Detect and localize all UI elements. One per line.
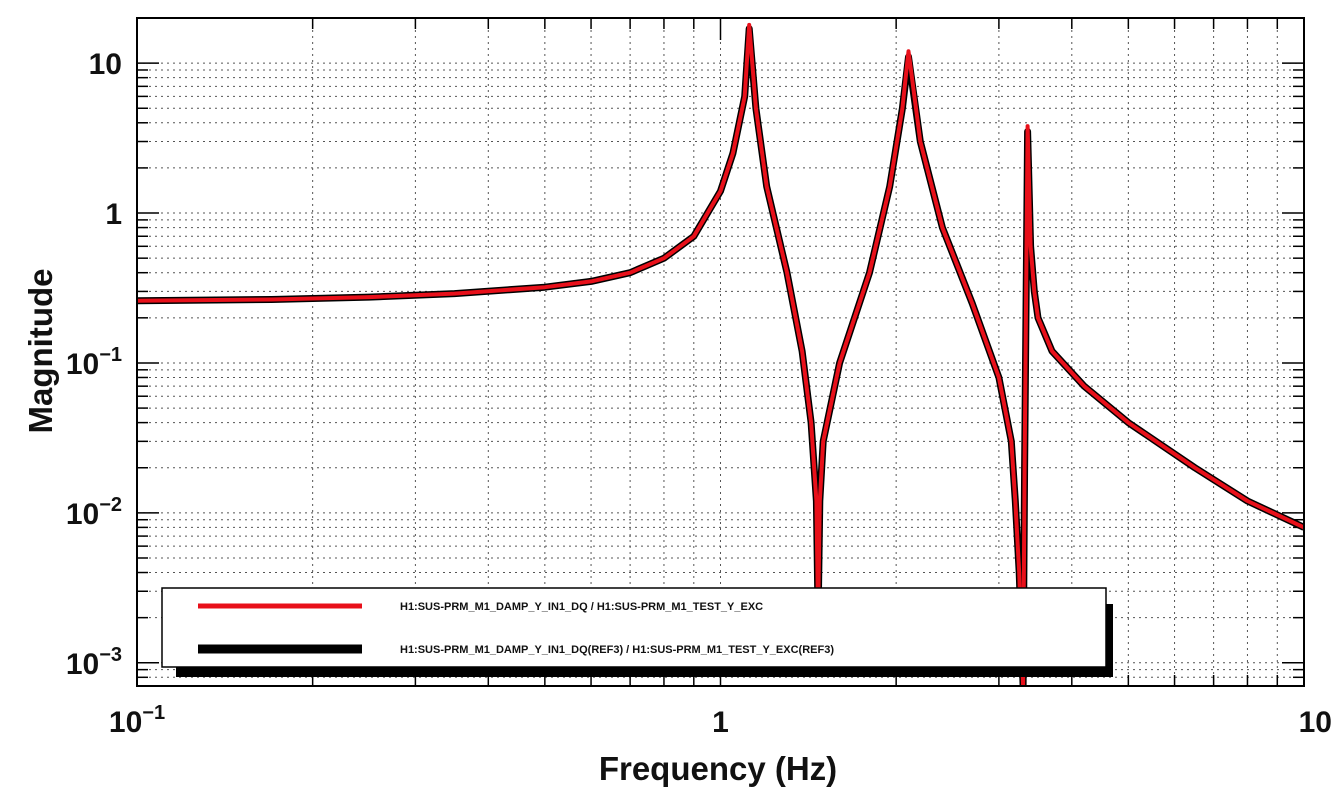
x-tick-label: 10 <box>1299 706 1332 739</box>
y-tick-label: 10−3 <box>66 644 122 681</box>
y-tick-label: 10−1 <box>66 344 122 381</box>
series-lines <box>137 22 1304 686</box>
plot-frame <box>136 17 1305 687</box>
legend-box <box>161 587 1107 668</box>
x-tick-label: 1 <box>712 706 729 739</box>
legend-label-0: H1:SUS-PRM_M1_DAMP_Y_IN1_DQ / H1:SUS-PRM… <box>400 601 763 613</box>
x-axis-title: Frequency (Hz) <box>599 750 837 787</box>
series-line-0 <box>137 22 1304 686</box>
x-tick-label: 10−1 <box>109 702 165 739</box>
y-axis-title: Magnitude <box>22 269 59 434</box>
tick-labels: 10−1 1 10 10−3 10−2 10−1 1 10 <box>66 48 1332 739</box>
legend: H1:SUS-PRM_M1_DAMP_Y_IN1_DQ / H1:SUS-PRM… <box>161 587 1113 677</box>
axis-ticks <box>136 17 1304 687</box>
y-tick-label: 1 <box>105 198 122 231</box>
y-tick-label: 10−2 <box>66 494 122 531</box>
y-tick-label: 10 <box>89 48 122 81</box>
legend-label-1: H1:SUS-PRM_M1_DAMP_Y_IN1_DQ(REF3) / H1:S… <box>400 644 834 656</box>
